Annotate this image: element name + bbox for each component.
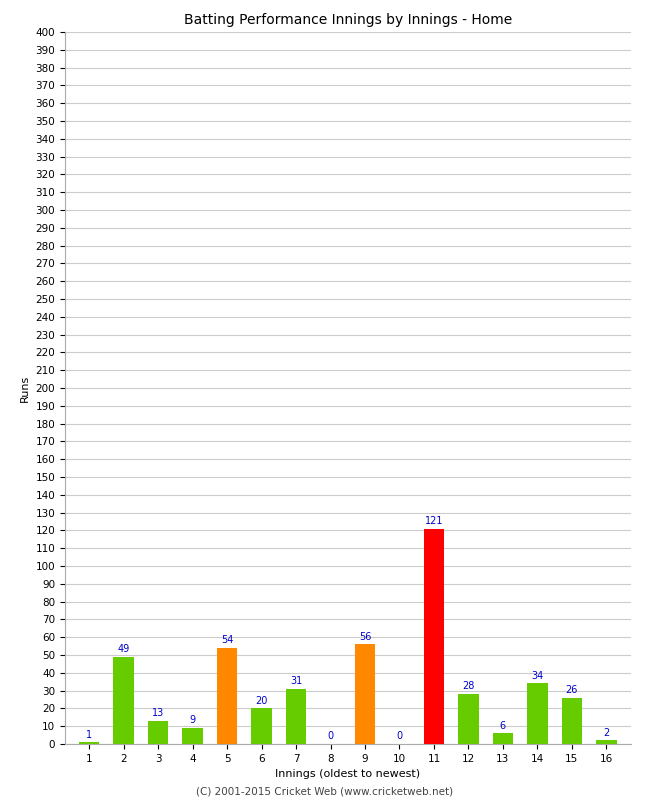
Text: 28: 28 — [462, 682, 474, 691]
Bar — [596, 741, 617, 744]
Text: 1: 1 — [86, 730, 92, 739]
Text: 31: 31 — [290, 676, 302, 686]
Bar — [113, 657, 134, 744]
Bar — [562, 698, 582, 744]
Bar — [182, 728, 203, 744]
Text: 20: 20 — [255, 696, 268, 706]
Bar — [79, 742, 99, 744]
Bar — [493, 734, 514, 744]
Bar — [251, 709, 272, 744]
Text: 49: 49 — [118, 644, 130, 654]
Text: (C) 2001-2015 Cricket Web (www.cricketweb.net): (C) 2001-2015 Cricket Web (www.cricketwe… — [196, 786, 454, 796]
Text: 13: 13 — [152, 708, 164, 718]
X-axis label: Innings (oldest to newest): Innings (oldest to newest) — [275, 770, 421, 779]
Bar — [458, 694, 479, 744]
Text: 2: 2 — [603, 728, 610, 738]
Text: 0: 0 — [328, 731, 333, 742]
Bar — [216, 648, 237, 744]
Bar — [527, 683, 548, 744]
Bar — [355, 644, 375, 744]
Text: 121: 121 — [424, 516, 443, 526]
Bar — [148, 721, 168, 744]
Text: 9: 9 — [190, 715, 196, 726]
Y-axis label: Runs: Runs — [20, 374, 30, 402]
Text: 34: 34 — [531, 671, 543, 681]
Text: 0: 0 — [396, 731, 402, 742]
Text: 54: 54 — [221, 635, 233, 646]
Title: Batting Performance Innings by Innings - Home: Batting Performance Innings by Innings -… — [183, 13, 512, 26]
Text: 26: 26 — [566, 685, 578, 695]
Text: 6: 6 — [500, 721, 506, 730]
Bar — [286, 689, 306, 744]
Text: 56: 56 — [359, 632, 371, 642]
Bar — [424, 529, 445, 744]
